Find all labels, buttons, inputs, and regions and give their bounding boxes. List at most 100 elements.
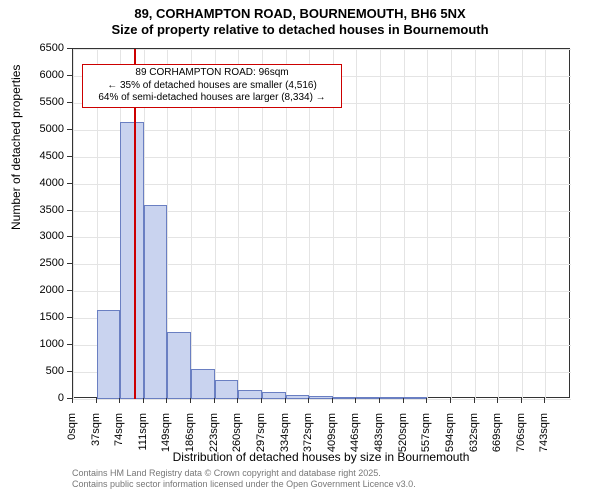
gridline-vertical [404, 49, 405, 399]
title-line-2: Size of property relative to detached ho… [0, 22, 600, 38]
x-tick-label: 372sqm [302, 413, 314, 463]
y-tick-label: 3500 [0, 204, 64, 216]
gridline-horizontal [73, 184, 571, 185]
x-tick-mark [308, 398, 309, 403]
y-tick-mark [67, 210, 72, 211]
y-tick-mark [67, 183, 72, 184]
x-tick-mark [214, 398, 215, 403]
histogram-bar [404, 397, 428, 399]
histogram-bar [262, 392, 286, 399]
histogram-bar [333, 397, 357, 399]
x-tick-label: 446sqm [349, 413, 361, 463]
y-tick-label: 4000 [0, 177, 64, 189]
histogram-bar [215, 380, 239, 399]
y-tick-mark [67, 317, 72, 318]
footer-credit: Contains HM Land Registry data © Crown c… [72, 468, 416, 490]
x-tick-mark [355, 398, 356, 403]
x-tick-label: 297sqm [255, 413, 267, 463]
y-tick-label: 5000 [0, 123, 64, 135]
y-tick-label: 2000 [0, 284, 64, 296]
x-tick-label: 111sqm [137, 413, 149, 463]
footer-line-2: Contains public sector information licen… [72, 479, 416, 490]
chart-title-block: 89, CORHAMPTON ROAD, BOURNEMOUTH, BH6 5N… [0, 0, 600, 39]
y-tick-mark [67, 156, 72, 157]
x-tick-mark [474, 398, 475, 403]
x-tick-mark [190, 398, 191, 403]
footer-line-1: Contains HM Land Registry data © Crown c… [72, 468, 416, 479]
histogram-bar [167, 332, 191, 399]
gridline-vertical [380, 49, 381, 399]
histogram-bar [309, 396, 333, 399]
x-tick-label: 223sqm [208, 413, 220, 463]
y-tick-label: 1000 [0, 338, 64, 350]
x-tick-mark [521, 398, 522, 403]
x-tick-mark [237, 398, 238, 403]
x-tick-label: 260sqm [231, 413, 243, 463]
x-tick-mark [332, 398, 333, 403]
y-tick-mark [67, 75, 72, 76]
y-tick-label: 0 [0, 392, 64, 404]
x-tick-label: 669sqm [491, 413, 503, 463]
y-tick-mark [67, 263, 72, 264]
histogram-bar [97, 310, 121, 399]
histogram-bar [380, 397, 404, 399]
y-tick-mark [67, 129, 72, 130]
x-tick-label: 37sqm [90, 413, 102, 463]
x-tick-mark [403, 398, 404, 403]
x-tick-label: 149sqm [160, 413, 172, 463]
x-tick-label: 743sqm [538, 413, 550, 463]
y-tick-mark [67, 236, 72, 237]
y-tick-label: 500 [0, 365, 64, 377]
x-tick-label: 0sqm [66, 413, 78, 463]
x-tick-mark [450, 398, 451, 403]
gridline-horizontal [73, 49, 571, 50]
gridline-vertical [356, 49, 357, 399]
y-tick-label: 6000 [0, 69, 64, 81]
gridline-vertical [475, 49, 476, 399]
y-tick-mark [67, 102, 72, 103]
histogram-bar [356, 397, 380, 399]
callout-line-3: 64% of semi-detached houses are larger (… [87, 92, 337, 105]
x-tick-mark [166, 398, 167, 403]
y-tick-label: 4500 [0, 150, 64, 162]
x-tick-label: 483sqm [373, 413, 385, 463]
x-tick-mark [119, 398, 120, 403]
x-tick-mark [426, 398, 427, 403]
x-tick-mark [544, 398, 545, 403]
y-tick-mark [67, 371, 72, 372]
gridline-vertical [498, 49, 499, 399]
y-tick-label: 3000 [0, 230, 64, 242]
y-tick-label: 6500 [0, 42, 64, 54]
y-tick-mark [67, 290, 72, 291]
title-line-1: 89, CORHAMPTON ROAD, BOURNEMOUTH, BH6 5N… [0, 6, 600, 22]
gridline-vertical [522, 49, 523, 399]
y-tick-label: 5500 [0, 96, 64, 108]
histogram-bar [286, 395, 310, 399]
x-tick-mark [285, 398, 286, 403]
x-tick-mark [379, 398, 380, 403]
x-tick-label: 632sqm [468, 413, 480, 463]
gridline-horizontal [73, 130, 571, 131]
x-tick-mark [96, 398, 97, 403]
y-tick-label: 1500 [0, 311, 64, 323]
x-tick-mark [497, 398, 498, 403]
callout-line-2: ← 35% of detached houses are smaller (4,… [87, 80, 337, 93]
x-tick-label: 74sqm [113, 413, 125, 463]
histogram-bar [120, 122, 144, 399]
x-tick-label: 186sqm [184, 413, 196, 463]
x-tick-label: 520sqm [397, 413, 409, 463]
callout-line-1: 89 CORHAMPTON ROAD: 96sqm [87, 67, 337, 80]
y-tick-mark [67, 344, 72, 345]
subject-callout-box: 89 CORHAMPTON ROAD: 96sqm← 35% of detach… [82, 64, 342, 108]
x-tick-mark [143, 398, 144, 403]
histogram-bar [144, 205, 168, 399]
histogram-bar [191, 369, 215, 399]
x-tick-label: 409sqm [326, 413, 338, 463]
gridline-vertical [427, 49, 428, 399]
gridline-vertical [451, 49, 452, 399]
y-tick-mark [67, 48, 72, 49]
y-axis-title: Number of detached properties [9, 214, 23, 230]
x-tick-label: 706sqm [515, 413, 527, 463]
x-tick-mark [72, 398, 73, 403]
gridline-vertical [545, 49, 546, 399]
